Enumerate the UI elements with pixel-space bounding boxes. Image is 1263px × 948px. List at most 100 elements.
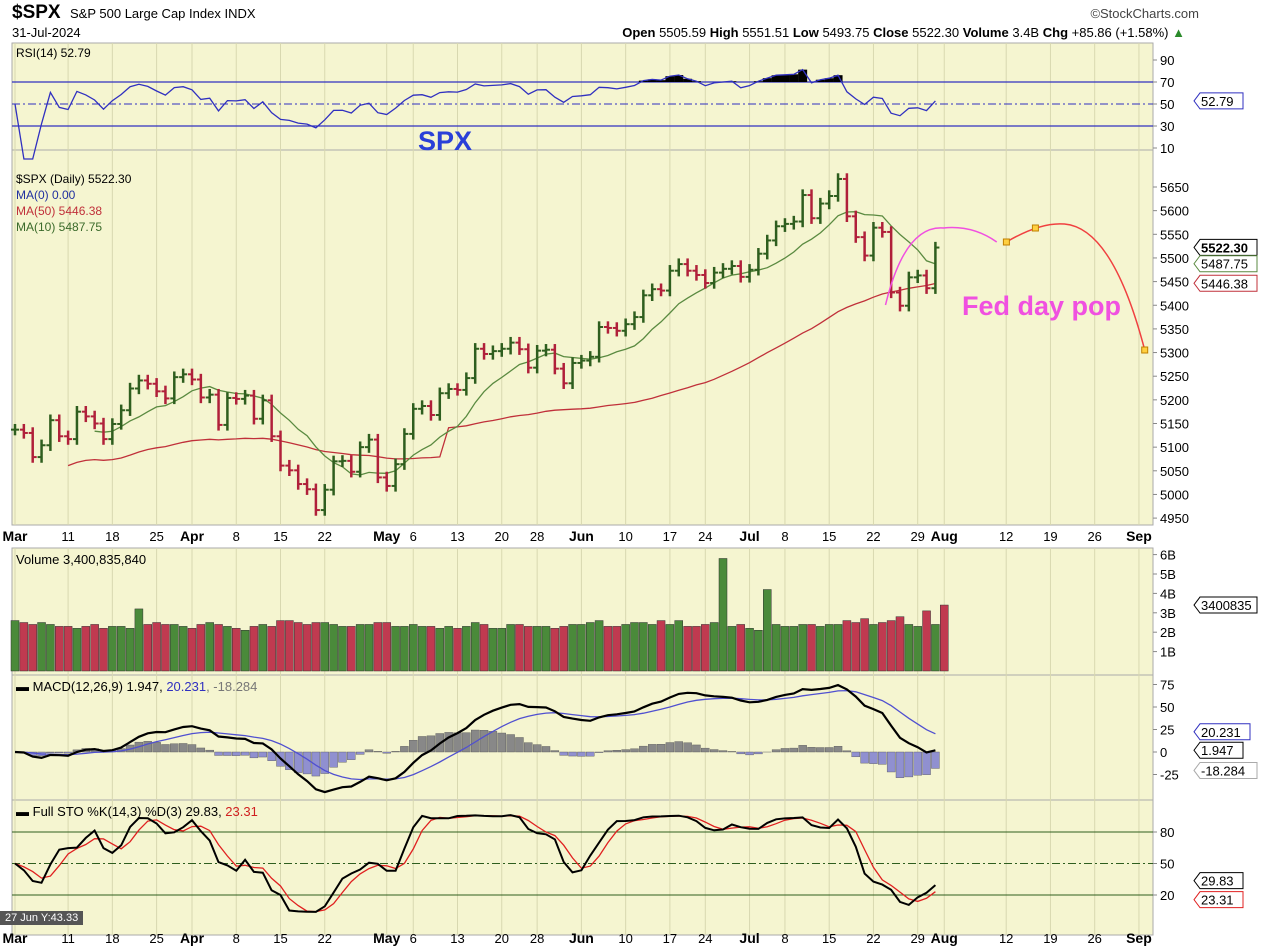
ma0-legend: MA(0) 0.00 [16, 188, 76, 202]
x-tick-label: 29 [910, 931, 924, 946]
volume-bar [780, 626, 790, 672]
volume-bar [532, 626, 542, 672]
volume-bar [276, 620, 285, 672]
macd-histogram-bar [515, 737, 524, 753]
macd-histogram-bar [648, 744, 657, 753]
macd-histogram-bar [568, 751, 577, 757]
macd-legend-c: , -18.284 [206, 679, 258, 694]
open-value: 5505.59 [659, 25, 707, 40]
macd-histogram-bar [851, 751, 860, 758]
volume-bar [541, 626, 551, 672]
macd-histogram-bar [223, 751, 232, 756]
macd-histogram-bar [409, 740, 418, 753]
macd-histogram-bar [825, 747, 834, 753]
macd-histogram-bar [373, 751, 383, 753]
ma50-tag-box [1193, 274, 1258, 292]
brand[interactable]: ©StockCharts.com [1090, 6, 1199, 21]
macd-histogram-bar [904, 751, 914, 778]
macd-histogram-bar [382, 751, 391, 754]
volume-bar [515, 624, 524, 672]
macd-histogram-bar [807, 747, 816, 753]
volume-label: Volume [962, 25, 1009, 40]
volume-bar [833, 624, 843, 672]
macd-histogram-bar [816, 747, 825, 753]
ma10-tag: 5487.75 [1201, 257, 1248, 272]
volume-bar [709, 622, 719, 672]
macd-histogram-bar [400, 746, 409, 753]
macd-histogram-bar [789, 747, 798, 753]
macd-histogram-bar [886, 751, 896, 773]
x-tick-label: 8 [233, 529, 240, 544]
macd-histogram-bar [488, 731, 498, 753]
volume-bar [851, 622, 860, 672]
volume-bar [577, 624, 586, 672]
price-tick-label: 4950 [1160, 511, 1189, 526]
macd-histogram-bar [161, 744, 170, 753]
macd-histogram-bar [559, 751, 568, 756]
macd-histogram-bar [577, 751, 586, 757]
volume-bar [674, 620, 683, 672]
x-tick-label: 15 [273, 931, 287, 946]
macd-histogram-bar [709, 749, 719, 753]
volume-bar [382, 622, 391, 672]
macd-histogram-bar [249, 751, 259, 759]
macd-histogram-bar [311, 751, 321, 777]
triangle-up-icon: ▲ [1172, 25, 1185, 40]
volume-bar [586, 622, 595, 672]
macd-histogram-bar [320, 751, 329, 774]
volume-bar [320, 622, 329, 672]
volume-bar [311, 622, 321, 672]
x-tick-label: Mar [3, 930, 28, 946]
price-legend: $SPX (Daily) 5522.30 [16, 172, 132, 186]
macd-histogram-bar [860, 751, 869, 764]
x-tick-label: 15 [822, 931, 836, 946]
panel-bg [11, 42, 1154, 151]
open-label: Open [622, 25, 656, 40]
macd-histogram-bar [541, 746, 551, 753]
macd-histogram-bar [462, 732, 471, 753]
price-tick-label: 5250 [1160, 369, 1189, 384]
x-tick-label: 26 [1087, 931, 1101, 946]
macd-histogram-bar [656, 744, 666, 753]
macd-histogram-bar [692, 744, 701, 753]
sto-tick-label: 20 [1160, 888, 1174, 903]
panel-bg [11, 674, 1154, 801]
projection-point [1141, 346, 1149, 354]
symbol: $SPX [12, 2, 61, 23]
volume-bar [240, 630, 250, 672]
macd-histogram-bar [532, 744, 542, 753]
macd-legend-a: MACD(12,26,9) 1.947, [32, 679, 167, 694]
macd-histogram-bar [665, 742, 675, 753]
volume-bar [824, 624, 834, 672]
macd-histogram-bar [621, 749, 630, 753]
volume-bar [701, 624, 710, 672]
x-tick-label: 17 [663, 931, 677, 946]
volume-value: 3.4B [1012, 25, 1040, 40]
macd-histogram-bar [798, 745, 807, 753]
macd-histogram-bar [550, 750, 560, 753]
macd-histogram-bar [594, 751, 604, 753]
volume-tick-label: 5B [1160, 567, 1176, 582]
macd-histogram-bar [46, 751, 55, 754]
volume-bar [727, 626, 737, 672]
volume-bar [594, 620, 604, 672]
volume-bar [329, 624, 338, 672]
pink-projection-arc [884, 226, 998, 306]
volume-bar [409, 624, 418, 672]
x-tick-label: 11 [61, 931, 75, 946]
macd-signal-tag: 20.231 [1201, 725, 1241, 740]
ma10-line [94, 211, 936, 476]
macd-histogram-bar [294, 751, 303, 773]
macd-histogram-bar [347, 751, 356, 760]
rsi-tick-label: 50 [1160, 97, 1174, 112]
x-tick-label: 18 [105, 931, 119, 946]
volume-bar [940, 604, 949, 672]
volume-bar [10, 620, 20, 672]
macd-histogram-bar [895, 751, 905, 778]
x-tick-label: Aug [931, 528, 958, 544]
x-tick-label: Sep [1126, 528, 1152, 544]
x-tick-label: 24 [698, 931, 712, 946]
sto-legend-a: Full STO %K(14,3) %D(3) 29.83, [32, 804, 226, 819]
x-tick-label: Sep [1126, 930, 1152, 946]
